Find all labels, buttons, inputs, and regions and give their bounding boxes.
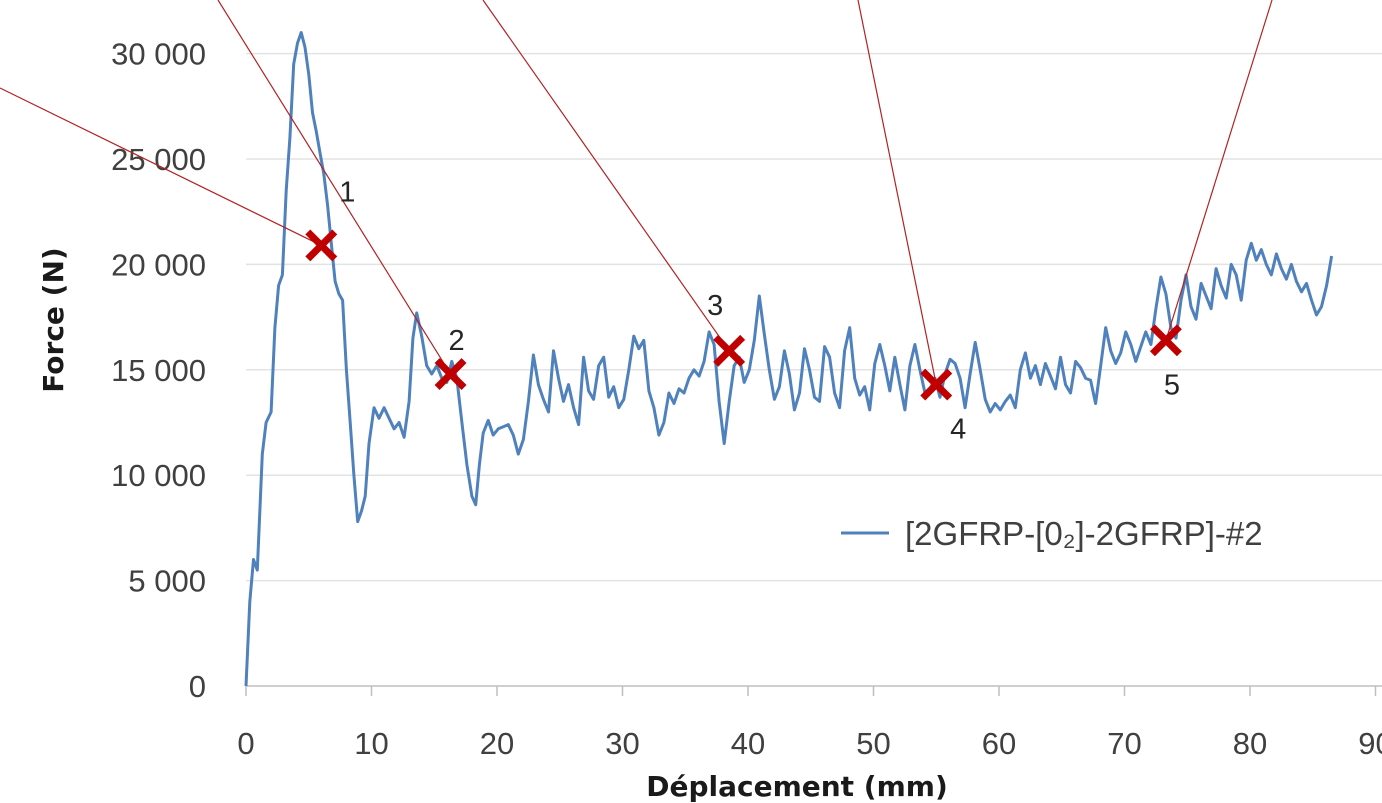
leader-line: [1165, 0, 1273, 341]
x-tick-label: 90: [1358, 726, 1382, 761]
y-tick-label: 0: [189, 669, 206, 704]
leader-line: [482, 0, 730, 352]
y-tick-label: 30 000: [111, 37, 206, 72]
x-tick-label: 20: [480, 726, 514, 761]
leader-line: [217, 0, 452, 375]
legend: [2GFRP-[0₂]-2GFRP]-#2: [841, 515, 1263, 552]
marker-cross: [920, 368, 953, 401]
y-tick-label: 10 000: [111, 458, 206, 493]
series-line: [244, 31, 1334, 687]
marker-label: 4: [950, 414, 966, 446]
marker-cross: [434, 358, 467, 390]
x-tick-label: 80: [1233, 726, 1267, 761]
legend-label: [2GFRP-[0₂]-2GFRP]-#2: [905, 515, 1263, 552]
series-group: [244, 31, 1334, 687]
x-axis-ticks: 0 10 20 30 40 50 60 70 80 90: [237, 686, 1382, 761]
marker-label: 1: [339, 176, 355, 208]
x-axis-title: Déplacement (mm): [646, 770, 948, 803]
marker-cross: [1149, 324, 1182, 357]
y-tick-label: 5 000: [128, 564, 206, 599]
x-tick-label: 40: [731, 726, 765, 761]
y-tick-label: 20 000: [111, 247, 206, 282]
leader-line: [0, 87, 322, 246]
x-tick-label: 70: [1107, 726, 1141, 761]
leader-line: [857, 0, 937, 385]
y-axis-ticks: 0 5 000 10 000 15 000 20 000 25 000 30 000: [111, 37, 206, 704]
x-tick-label: 10: [354, 726, 388, 761]
marker-label: 2: [448, 325, 464, 357]
marker-label: 5: [1164, 369, 1180, 401]
y-axis-title: Force (N): [37, 247, 70, 392]
x-tick-label: 30: [605, 726, 639, 761]
marker-cross: [713, 334, 746, 367]
marker-label: 3: [707, 290, 723, 322]
y-tick-label: 25 000: [111, 142, 206, 177]
markers: 1 2 3 4 5: [305, 176, 1182, 446]
x-tick-label: 50: [856, 726, 890, 761]
x-tick-label: 60: [982, 726, 1016, 761]
marker-cross: [305, 229, 338, 262]
y-tick-label: 15 000: [111, 353, 206, 388]
x-tick-label: 0: [237, 726, 254, 761]
leader-lines: [0, 0, 1273, 385]
